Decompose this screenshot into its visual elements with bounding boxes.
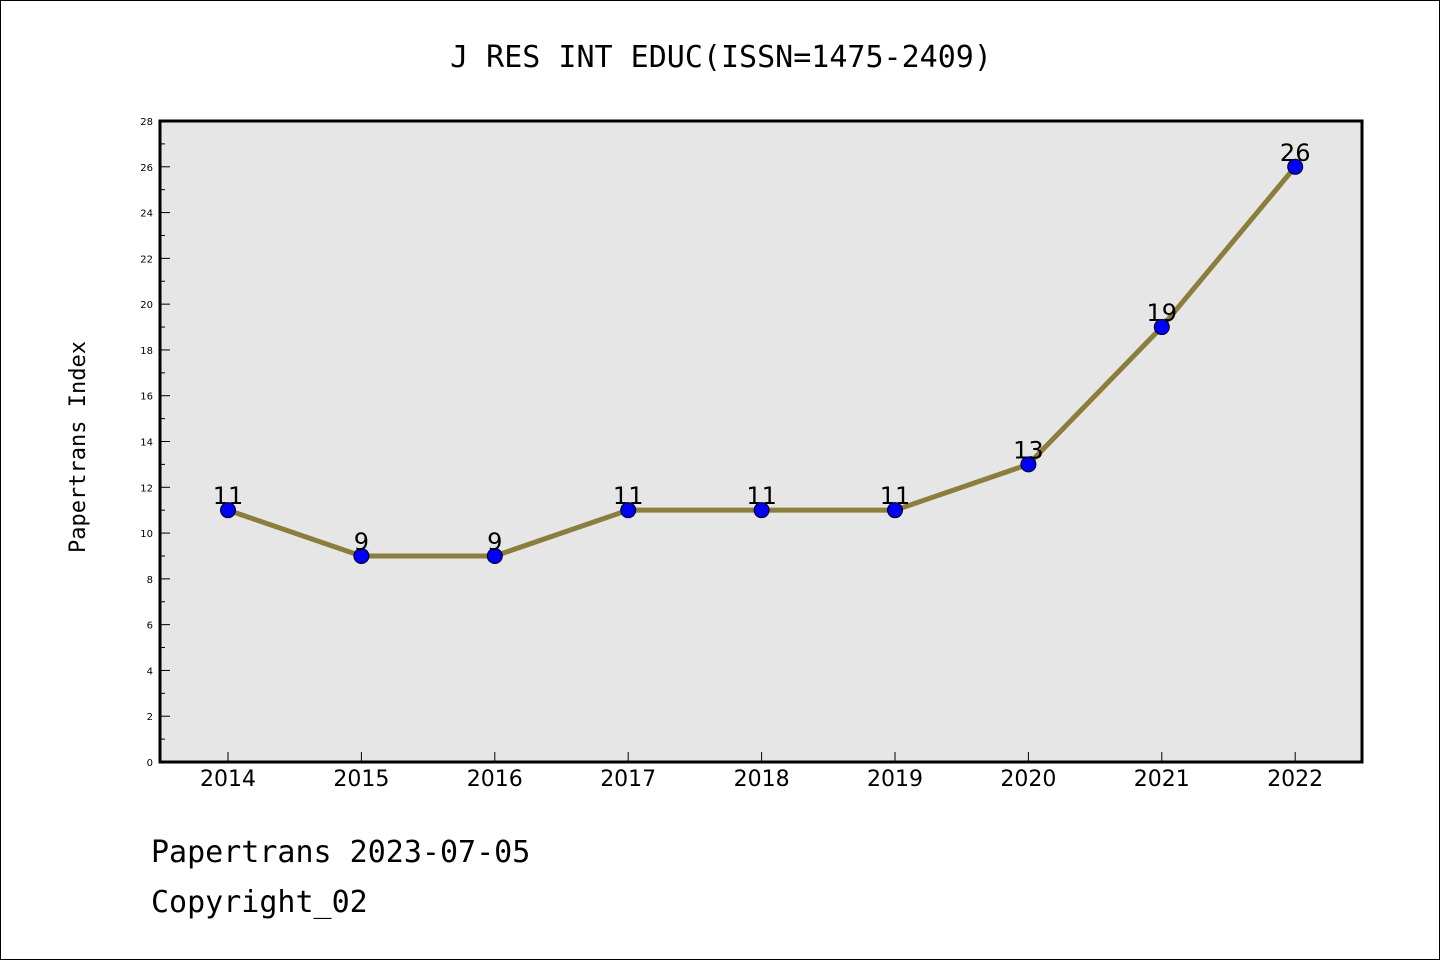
x-tick-label: 2020: [1000, 767, 1056, 792]
y-tick-label: 0: [147, 758, 153, 769]
footer-copyright: Copyright_02: [151, 885, 368, 920]
y-tick-label: 12: [140, 483, 153, 494]
y-tick-label: 10: [140, 529, 153, 540]
x-tick-label: 2016: [467, 767, 523, 792]
data-point: [353, 547, 370, 564]
data-point: [1153, 319, 1170, 336]
y-axis-label: Papertrans Index: [66, 341, 91, 553]
data-point: [1287, 158, 1304, 175]
data-label: 11: [613, 482, 644, 510]
y-tick-label: 14: [140, 438, 153, 449]
data-point: [220, 502, 236, 519]
y-tick-label: 2: [147, 712, 153, 723]
x-tick-label: 2022: [1267, 767, 1323, 792]
data-label: 11: [880, 482, 911, 510]
y-tick-label: 24: [140, 209, 153, 220]
y-tick-label: 8: [147, 575, 153, 586]
y-tick-label: 22: [140, 254, 153, 265]
data-point: [1020, 456, 1037, 473]
x-tick-label: 2021: [1134, 767, 1190, 792]
x-tick-label: 2015: [333, 767, 389, 792]
data-label: 9: [487, 528, 502, 556]
data-label: 11: [213, 482, 244, 510]
data-point: [620, 502, 637, 519]
x-tick-label: 2014: [200, 767, 256, 792]
y-tick-label: 4: [147, 666, 153, 677]
data-point: [887, 502, 903, 519]
series-layer: [220, 158, 1304, 564]
y-tick-label: 28: [140, 117, 153, 128]
data-label: 26: [1280, 139, 1311, 167]
chart-title: J RES INT EDUC(ISSN=1475-2409): [450, 40, 992, 75]
footer-source: Papertrans 2023-07-05: [151, 835, 531, 870]
data-point: [753, 502, 770, 519]
x-tick-label: 2019: [867, 767, 923, 792]
plot-area: [158, 119, 1364, 764]
y-tick-label: 26: [140, 163, 153, 174]
data-label: 11: [746, 482, 777, 510]
data-point: [486, 547, 503, 564]
data-labels: 11 9 9 11 11 11 13 19 26: [213, 139, 1311, 556]
y-tick-label: 6: [147, 621, 153, 632]
data-label: 19: [1147, 299, 1178, 327]
x-tick-label: 2018: [734, 767, 790, 792]
y-tick-label: 20: [140, 300, 153, 311]
data-label: 9: [354, 528, 369, 556]
y-tick-label: 16: [140, 392, 153, 403]
x-tick-label: 2017: [600, 767, 656, 792]
y-tick-label: 18: [140, 346, 153, 357]
data-label: 13: [1013, 436, 1044, 464]
